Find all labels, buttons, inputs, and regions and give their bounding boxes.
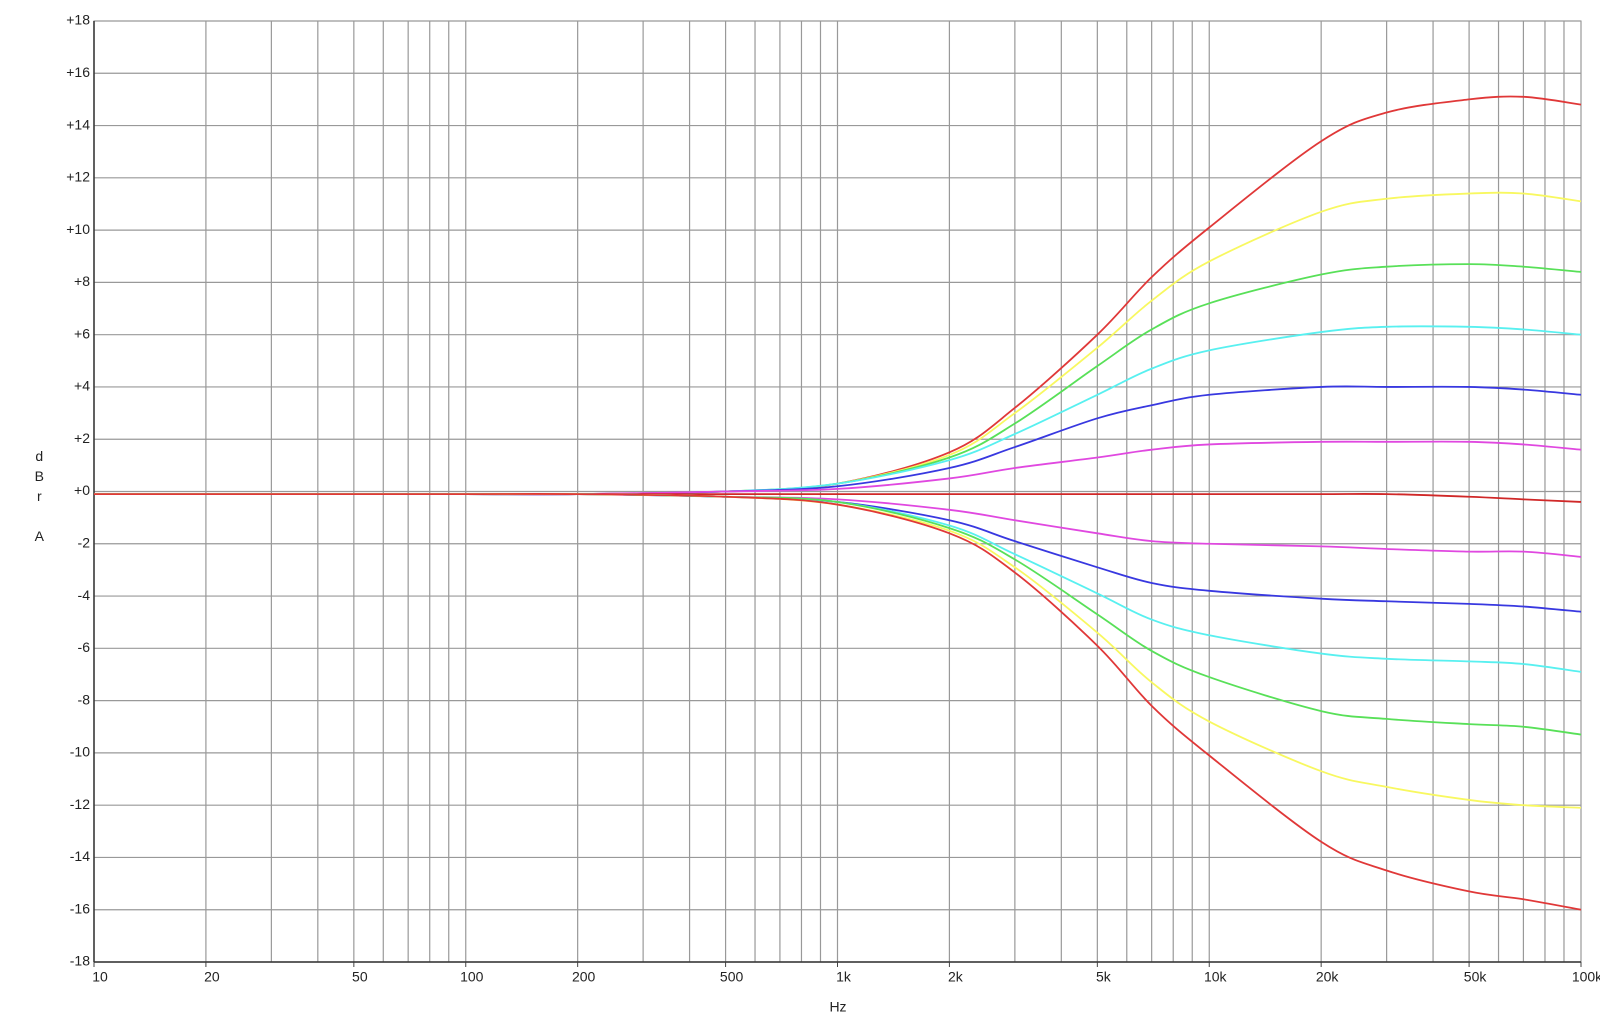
x-axis-label: Hz [829, 999, 846, 1015]
y-tick-label: +6 [74, 325, 90, 341]
x-tick-label: 100k [1572, 969, 1600, 985]
y-tick-label: +4 [74, 378, 90, 394]
y-tick-label: -2 [78, 534, 91, 550]
x-tick-label: 50k [1464, 969, 1488, 985]
y-tick-label: +18 [66, 12, 90, 28]
x-tick-label: 200 [572, 969, 596, 985]
x-tick-label: 50 [352, 969, 368, 985]
x-tick-label: 20k [1316, 969, 1340, 985]
y-tick-label: +10 [66, 221, 90, 237]
y-tick-label: -18 [70, 953, 90, 969]
x-tick-label: 10k [1204, 969, 1228, 985]
y-tick-label: -10 [70, 744, 90, 760]
response-curve [93, 493, 1582, 911]
y-tick-label: +16 [66, 64, 90, 80]
y-tick-label: +0 [74, 482, 90, 498]
y-tick-label: -14 [70, 848, 90, 864]
y-tick-label: +12 [66, 169, 90, 185]
y-axis-label: dBr A [31, 448, 47, 548]
x-tick-label: 500 [720, 969, 744, 985]
x-tick-label: 100 [460, 969, 484, 985]
y-tick-label: -8 [78, 691, 91, 707]
y-tick-label: -12 [70, 796, 90, 812]
y-tick-label: +2 [74, 430, 90, 446]
y-tick-label: +14 [66, 116, 90, 132]
x-tick-label: 1k [836, 969, 852, 985]
y-tick-label: +8 [74, 273, 90, 289]
x-tick-label: 10 [92, 969, 108, 985]
y-tick-label: -4 [78, 587, 91, 603]
x-tick-label: 5k [1096, 969, 1112, 985]
x-tick-label: 2k [948, 969, 964, 985]
x-tick-label: 20 [204, 969, 220, 985]
y-tick-label: -16 [70, 900, 90, 916]
y-tick-label: -6 [78, 639, 91, 655]
